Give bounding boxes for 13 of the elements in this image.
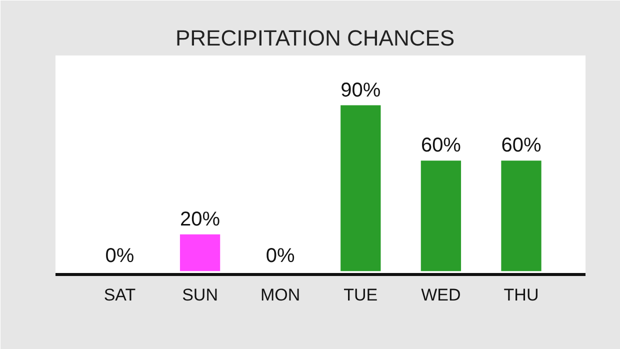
x-tick-label: WED bbox=[421, 286, 461, 304]
x-tick-label: SUN bbox=[182, 286, 218, 304]
chart-title: PRECIPITATION CHANCES bbox=[176, 26, 455, 50]
data-label: 90% bbox=[340, 79, 381, 102]
x-tick-label: SAT bbox=[104, 286, 136, 304]
data-label: 0% bbox=[266, 245, 296, 268]
data-label: 0% bbox=[105, 245, 134, 268]
data-label: 20% bbox=[180, 208, 220, 230]
data-label: 60% bbox=[501, 134, 542, 157]
data-label: 60% bbox=[420, 134, 462, 157]
x-tick-label: THU bbox=[504, 286, 539, 304]
x-tick-label: TUE bbox=[344, 286, 378, 304]
x-tick-label: MON bbox=[260, 286, 300, 304]
